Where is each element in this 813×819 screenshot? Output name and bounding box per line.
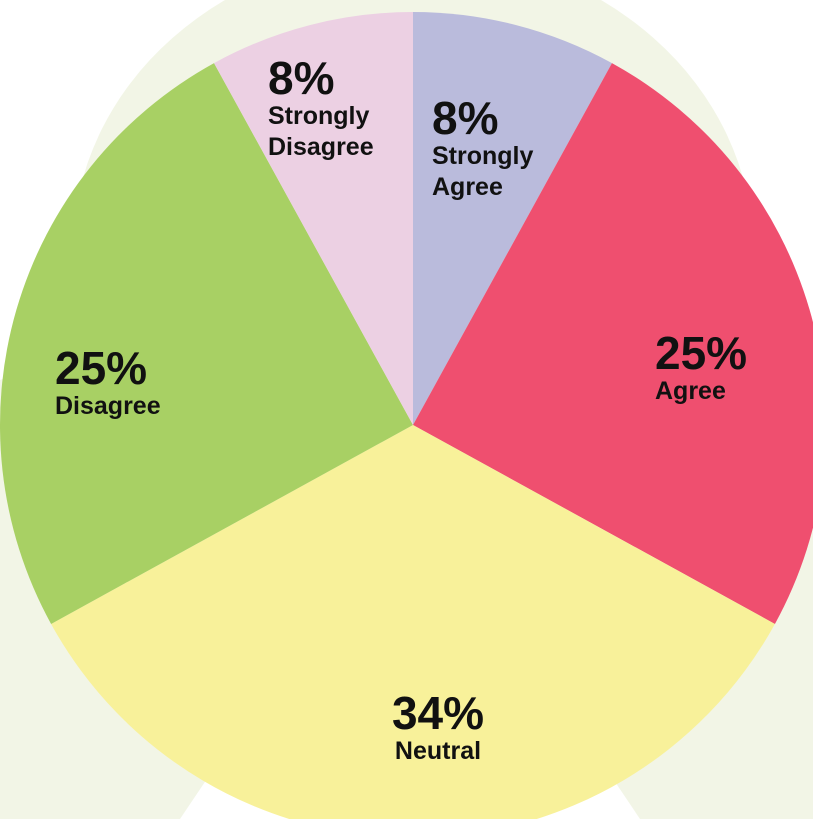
slice-label: 8% Strongly Agree <box>432 95 592 203</box>
percent-label: 25% <box>55 342 148 394</box>
pie-slice <box>214 12 413 425</box>
percent-label: 34% <box>391 687 485 739</box>
percent-label: 8% <box>432 92 499 144</box>
category-label: Neutral <box>394 737 482 765</box>
percent-label: 25% <box>655 327 748 379</box>
pie-slice <box>413 12 612 425</box>
pie-slice <box>51 425 775 819</box>
category-label: Disagree <box>55 392 161 420</box>
percent-label: 8% <box>268 52 335 104</box>
pie-slice <box>0 63 413 624</box>
slice-label: 8% Strongly Disagree <box>268 55 428 163</box>
category-label: Agree <box>655 377 726 405</box>
slice-label: 25% Disagree <box>55 345 215 422</box>
slice-label: 25% Agree <box>655 330 813 407</box>
category-label: Strongly Agree <box>432 142 534 201</box>
pie-slice <box>413 63 813 624</box>
category-label: Strongly Disagree <box>268 102 374 161</box>
slice-label: 34% Neutral <box>358 690 518 767</box>
